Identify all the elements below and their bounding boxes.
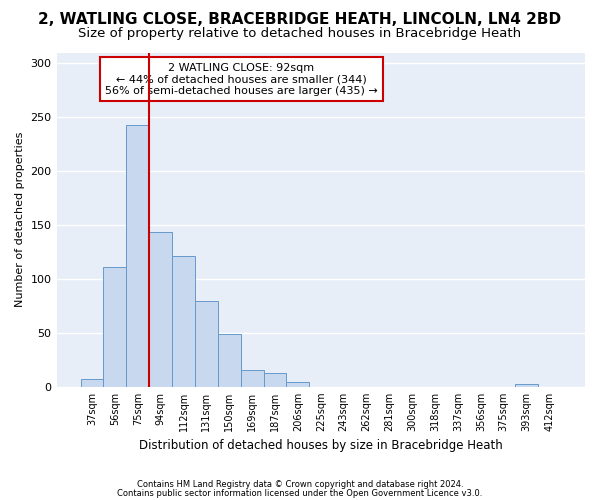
- Bar: [195, 300, 218, 387]
- Text: 2 WATLING CLOSE: 92sqm
← 44% of detached houses are smaller (344)
56% of semi-de: 2 WATLING CLOSE: 92sqm ← 44% of detached…: [105, 62, 378, 96]
- Bar: [80, 380, 103, 387]
- Bar: [241, 370, 263, 387]
- Bar: [286, 382, 310, 387]
- Text: Size of property relative to detached houses in Bracebridge Heath: Size of property relative to detached ho…: [79, 28, 521, 40]
- Text: 2, WATLING CLOSE, BRACEBRIDGE HEATH, LINCOLN, LN4 2BD: 2, WATLING CLOSE, BRACEBRIDGE HEATH, LIN…: [38, 12, 562, 28]
- Bar: [515, 384, 538, 387]
- Text: Contains HM Land Registry data © Crown copyright and database right 2024.: Contains HM Land Registry data © Crown c…: [137, 480, 463, 489]
- Bar: [103, 267, 127, 387]
- Y-axis label: Number of detached properties: Number of detached properties: [15, 132, 25, 308]
- Text: Contains public sector information licensed under the Open Government Licence v3: Contains public sector information licen…: [118, 488, 482, 498]
- Bar: [263, 373, 286, 387]
- Bar: [149, 232, 172, 387]
- X-axis label: Distribution of detached houses by size in Bracebridge Heath: Distribution of detached houses by size …: [139, 440, 503, 452]
- Bar: [172, 256, 195, 387]
- Bar: [127, 125, 149, 387]
- Bar: [218, 334, 241, 387]
